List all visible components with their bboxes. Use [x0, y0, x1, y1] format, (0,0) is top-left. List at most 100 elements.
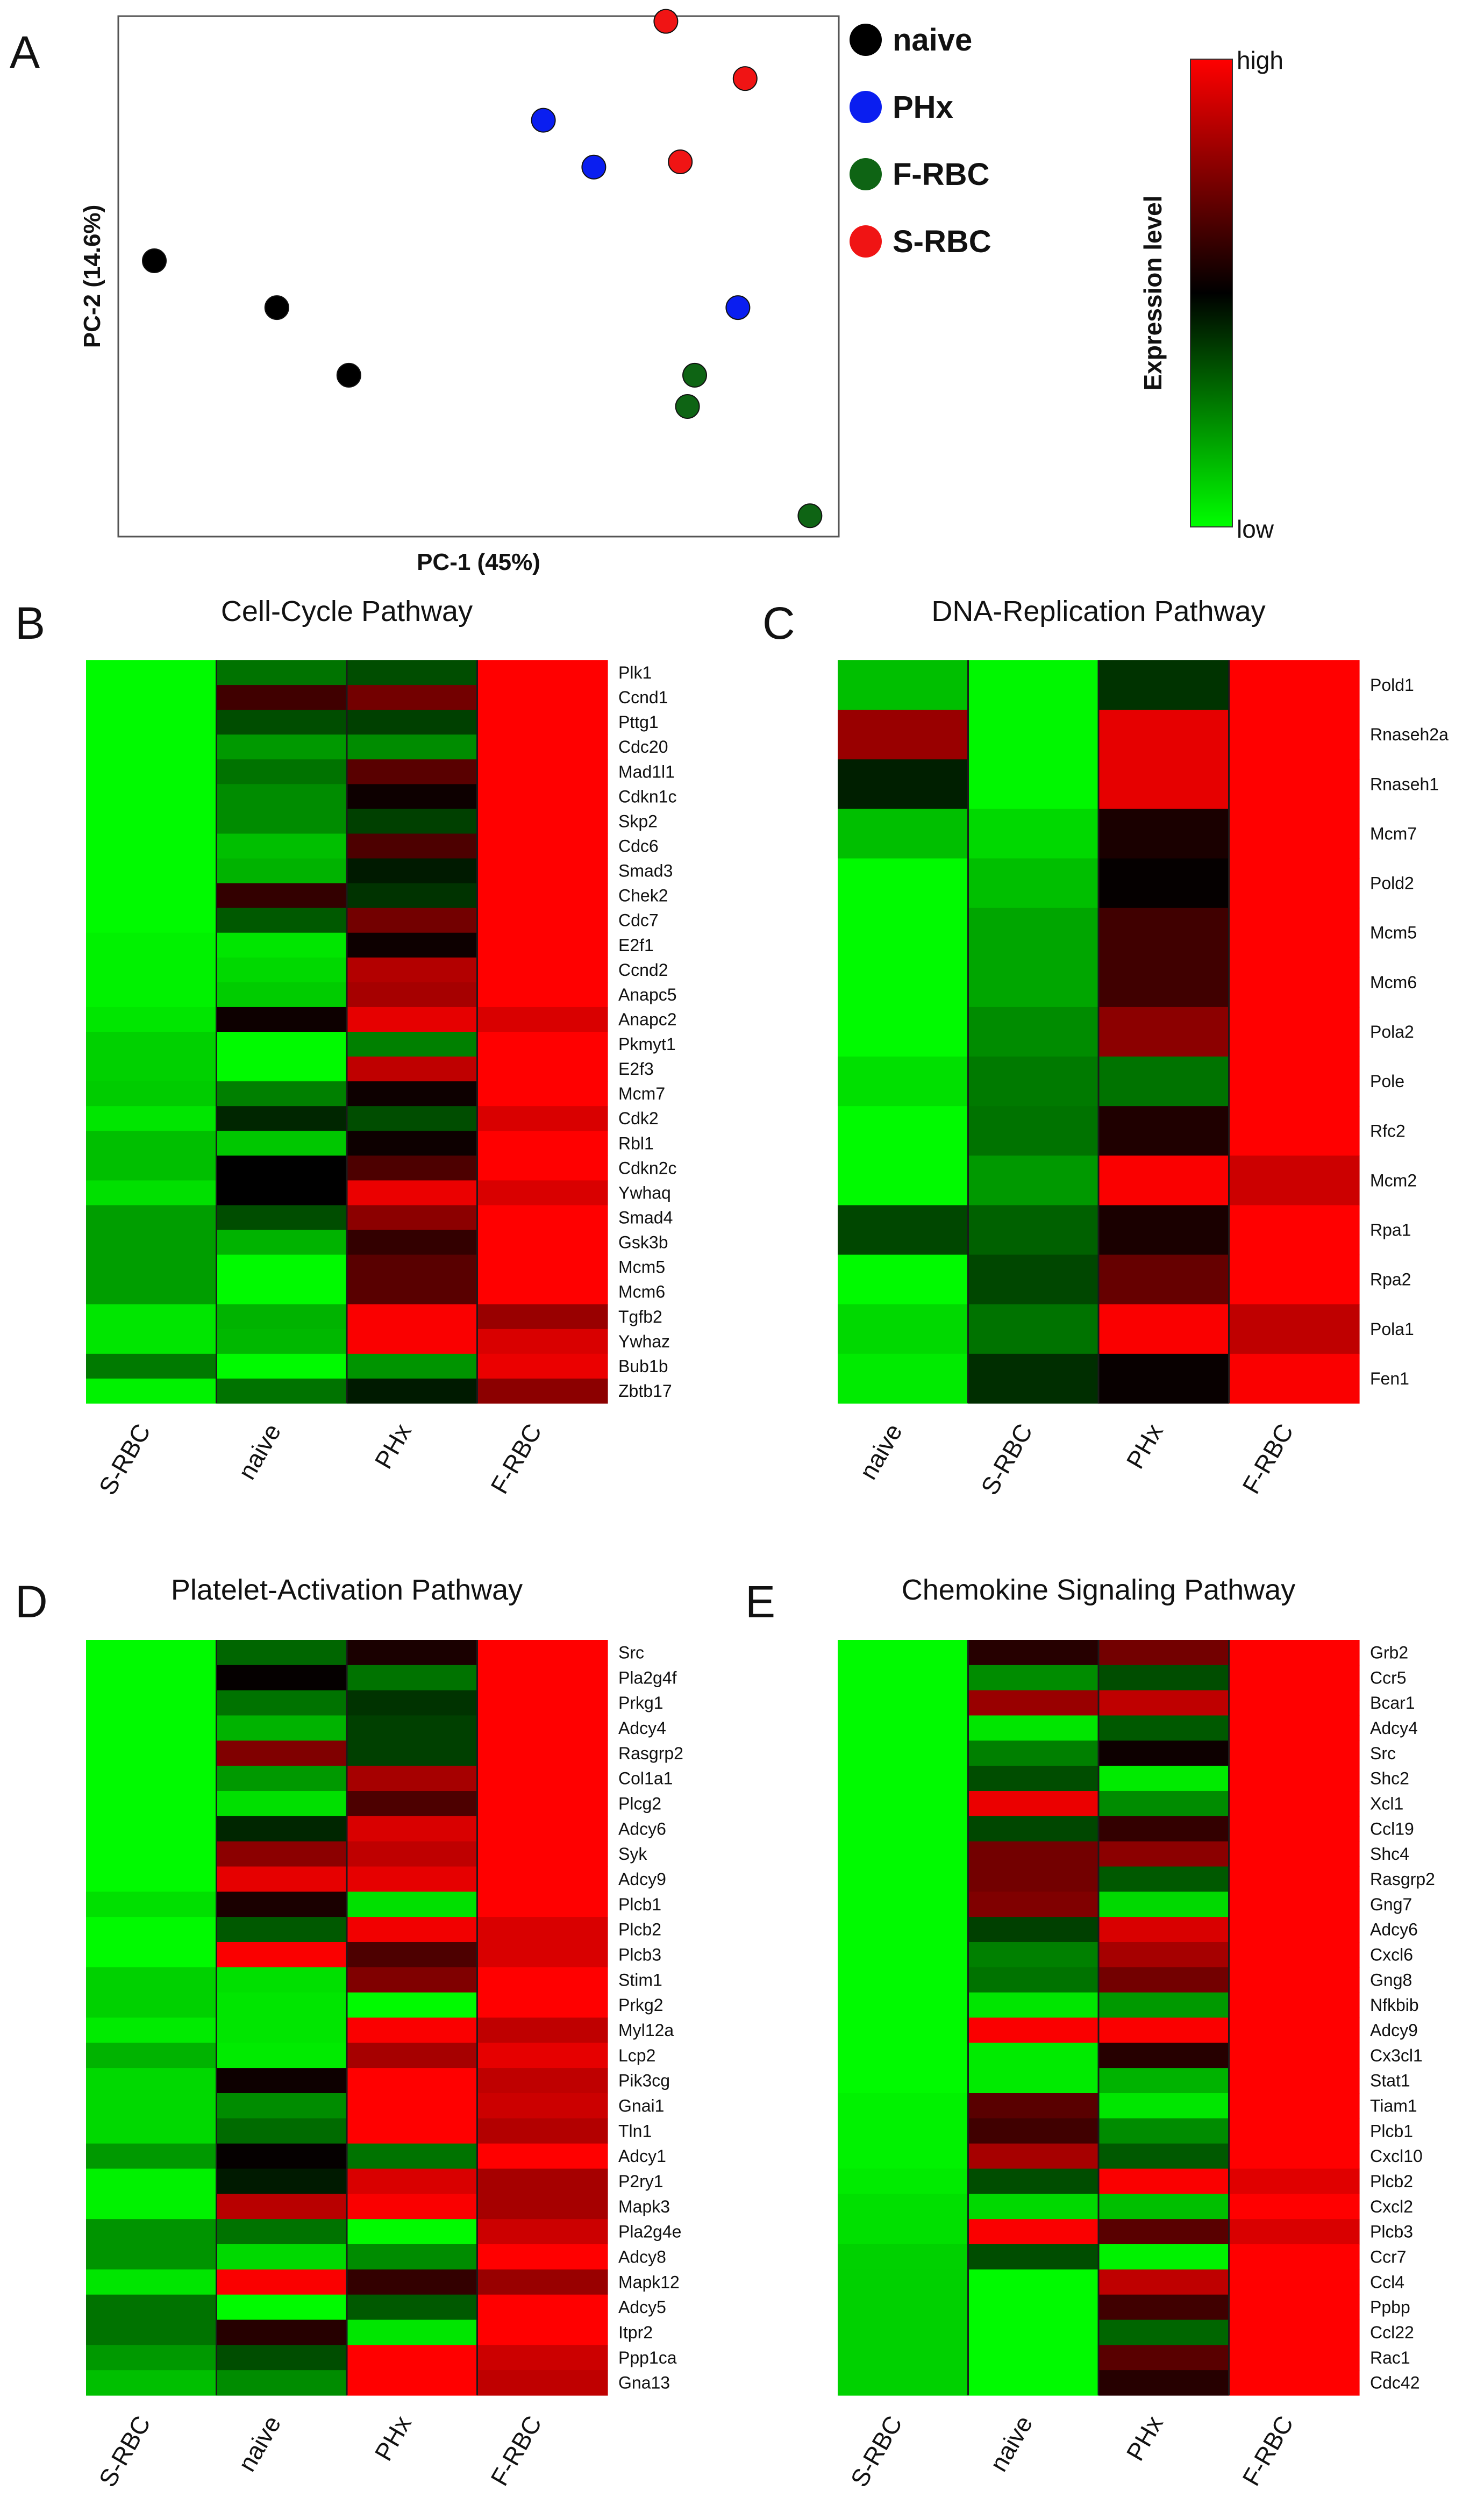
platelet-activation-pathway-cell-plcb2-phx [347, 1917, 478, 1943]
platelet-activation-pathway-gene-label-tln1: Tln1 [618, 2121, 652, 2140]
chemokine-signaling-pathway-cell-tiam1-phx [1098, 2093, 1230, 2119]
dna-replication-pathway-cell-pole-f-rbc [1229, 1057, 1360, 1107]
chemokine-signaling-pathway-gene-label-ccl22: Ccl22 [1370, 2323, 1414, 2342]
chemokine-signaling-pathway-cell-nfkbib-naive [968, 1992, 1099, 2018]
pca-point-s-rbc-12 [668, 149, 693, 175]
cell-cycle-pathway-cell-mad1l1-naive [216, 759, 347, 784]
chemokine-signaling-pathway-cell-gng7-phx [1098, 1892, 1230, 1917]
platelet-activation-pathway-cell-prkg2-s-rbc [86, 1992, 217, 2018]
platelet-activation-pathway-cell-src-f-rbc [477, 1640, 608, 1666]
dna-replication-pathway-gene-label-rpa2: Rpa2 [1370, 1270, 1411, 1289]
pca-point-f-rbc-9 [797, 503, 823, 529]
platelet-activation-pathway-cell-plcb1-naive [216, 1892, 347, 1917]
dna-replication-pathway-gene-label-pold2: Pold2 [1370, 874, 1414, 893]
cell-cycle-pathway-gene-label-cdc7: Cdc7 [618, 911, 659, 930]
platelet-activation-pathway-cell-pla2g4e-naive [216, 2219, 347, 2245]
platelet-activation-pathway-cell-syk-naive [216, 1841, 347, 1867]
dna-replication-pathway-gene-label-rnaseh1: Rnaseh1 [1370, 774, 1439, 794]
cell-cycle-pathway-cell-e2f1-s-rbc [86, 932, 217, 958]
chemokine-signaling-pathway-cell-ccr7-phx [1098, 2244, 1230, 2270]
platelet-activation-pathway-gene-label-pla2g4e: Pla2g4e [618, 2222, 681, 2242]
platelet-activation-pathway-cell-tln1-naive [216, 2118, 347, 2144]
cell-cycle-pathway-cell-smad3-s-rbc [86, 858, 217, 884]
platelet-activation-pathway-cell-plcb1-phx [347, 1892, 478, 1917]
cell-cycle-pathway-cell-cdc7-naive [216, 908, 347, 933]
chemokine-signaling-pathway-cell-cxcl6-naive [968, 1942, 1099, 1968]
platelet-activation-pathway-cell-lcp2-f-rbc [477, 2043, 608, 2068]
dna-replication-pathway-cell-pold2-naive [838, 858, 969, 909]
platelet-activation-pathway-cell-gnai1-s-rbc [86, 2093, 217, 2119]
chemokine-signaling-pathway-cell-src-f-rbc [1229, 1740, 1360, 1766]
chemokine-signaling-pathway-cell-ppbp-s-rbc [838, 2294, 969, 2321]
chemokine-signaling-pathway-cell-cx3cl1-phx [1098, 2043, 1230, 2068]
chemokine-signaling-pathway-cell-cx3cl1-f-rbc [1229, 2043, 1360, 2068]
cell-cycle-pathway-gene-label-zbtb17: Zbtb17 [618, 1381, 672, 1401]
dna-replication-pathway-gene-label-fen1: Fen1 [1370, 1369, 1409, 1388]
chemokine-signaling-pathway-cell-plcb1-s-rbc [838, 2118, 969, 2144]
dna-replication-pathway-cell-pola2-naive [838, 1007, 969, 1057]
platelet-activation-pathway-cell-adcy9-s-rbc [86, 1866, 217, 1892]
chemokine-signaling-pathway-gene-label-stat1: Stat1 [1370, 2071, 1410, 2090]
cell-cycle-pathway-cell-mcm5-s-rbc [86, 1254, 217, 1280]
chemokine-signaling-pathway-cell-cx3cl1-s-rbc [838, 2043, 969, 2068]
cell-cycle-pathway-cell-e2f1-phx [347, 932, 478, 958]
chemokine-signaling-pathway-gene-label-xcl1: Xcl1 [1370, 1794, 1403, 1813]
chemokine-signaling-pathway-cell-plcb3-f-rbc [1229, 2219, 1360, 2245]
chemokine-signaling-pathway-cell-cxcl10-naive [968, 2143, 1099, 2170]
platelet-activation-pathway-column-label-s-rbc: S-RBC [93, 2411, 156, 2492]
cell-cycle-pathway-cell-cdc7-f-rbc [477, 908, 608, 933]
platelet-activation-pathway-cell-col1a1-phx [347, 1766, 478, 1792]
cell-cycle-pathway-gene-label-mcm7: Mcm7 [618, 1084, 665, 1103]
dna-replication-pathway-cell-rpa1-phx [1098, 1205, 1230, 1255]
chemokine-signaling-pathway-cell-adcy4-s-rbc [838, 1715, 969, 1741]
platelet-activation-pathway-gene-label-gna13: Gna13 [618, 2373, 670, 2393]
cell-cycle-pathway-cell-smad4-s-rbc [86, 1205, 217, 1231]
platelet-activation-pathway-gene-label-syk: Syk [618, 1844, 647, 1864]
cell-cycle-pathway-cell-e2f1-naive [216, 932, 347, 958]
dna-replication-pathway-cell-pold1-phx [1098, 660, 1230, 710]
platelet-activation-pathway-gene-label-adcy5: Adcy5 [618, 2297, 666, 2317]
dna-replication-pathway-cell-rnaseh2a-s-rbc [968, 710, 1099, 760]
chemokine-signaling-pathway-cell-grb2-s-rbc [838, 1640, 969, 1666]
platelet-activation-pathway-cell-pik3cg-naive [216, 2068, 347, 2094]
cell-cycle-pathway-cell-skp2-s-rbc [86, 809, 217, 834]
dna-replication-pathway-cell-mcm5-f-rbc [1229, 908, 1360, 958]
platelet-activation-pathway-cell-myl12a-naive [216, 2017, 347, 2043]
colorbar-title: Expression level [1139, 195, 1167, 390]
chemokine-signaling-pathway-column-label-f-rbc: F-RBC [1237, 2411, 1298, 2490]
platelet-activation-pathway-gene-label-plcg2: Plcg2 [618, 1794, 661, 1813]
dna-replication-pathway-gene-label-pold1: Pold1 [1370, 675, 1414, 695]
cell-cycle-pathway-cell-bub1b-phx [347, 1353, 478, 1379]
cell-cycle-pathway-cell-mad1l1-f-rbc [477, 759, 608, 784]
cell-cycle-pathway-column-label-naive: naive [232, 1419, 286, 1484]
platelet-activation-pathway-cell-adcy5-phx [347, 2294, 478, 2321]
cell-cycle-pathway-cell-cdk2-f-rbc [477, 1106, 608, 1131]
platelet-activation-pathway-cell-plcb3-naive [216, 1942, 347, 1968]
platelet-activation-pathway-cell-mapk12-naive [216, 2269, 347, 2295]
chemokine-signaling-pathway-cell-plcb3-s-rbc [838, 2219, 969, 2245]
chemokine-signaling-pathway-cell-shc4-s-rbc [838, 1841, 969, 1867]
chemokine-signaling-pathway-gene-label-cdc42: Cdc42 [1370, 2373, 1420, 2393]
platelet-activation-pathway-gene-label-gnai1: Gnai1 [618, 2096, 664, 2115]
dna-replication-pathway-cell-pola1-phx [1098, 1304, 1230, 1354]
chemokine-signaling-pathway-cell-adcy6-s-rbc [838, 1917, 969, 1943]
platelet-activation-pathway-cell-col1a1-s-rbc [86, 1766, 217, 1792]
cell-cycle-pathway-cell-rbl1-f-rbc [477, 1131, 608, 1156]
dna-replication-pathway-cell-mcm2-f-rbc [1229, 1155, 1360, 1206]
platelet-activation-pathway-cell-itpr2-f-rbc [477, 2320, 608, 2345]
chemokine-signaling-pathway-cell-plcb1-naive [968, 2118, 1099, 2144]
platelet-activation-pathway-cell-adcy1-naive [216, 2143, 347, 2170]
dna-replication-pathway-cell-mcm6-f-rbc [1229, 957, 1360, 1008]
cell-cycle-pathway-cell-ccnd2-phx [347, 957, 478, 983]
chemokine-signaling-pathway-cell-adcy6-naive [968, 1917, 1099, 1943]
chemokine-signaling-pathway-cell-src-naive [968, 1740, 1099, 1766]
cell-cycle-pathway-gene-label-rbl1: Rbl1 [618, 1133, 654, 1153]
dna-replication-pathway-cell-rnaseh2a-phx [1098, 710, 1230, 760]
platelet-activation-pathway-gene-label-plcb1: Plcb1 [618, 1895, 661, 1914]
chemokine-signaling-pathway-gene-label-rac1: Rac1 [1370, 2348, 1410, 2367]
cell-cycle-pathway-cell-e2f1-f-rbc [477, 932, 608, 958]
pca-point-naive-2 [264, 295, 289, 320]
platelet-activation-pathway-cell-ppp1ca-phx [347, 2345, 478, 2371]
legend-label-f-rbc: F-RBC [893, 157, 989, 192]
cell-cycle-pathway-cell-mcm5-naive [216, 1254, 347, 1280]
